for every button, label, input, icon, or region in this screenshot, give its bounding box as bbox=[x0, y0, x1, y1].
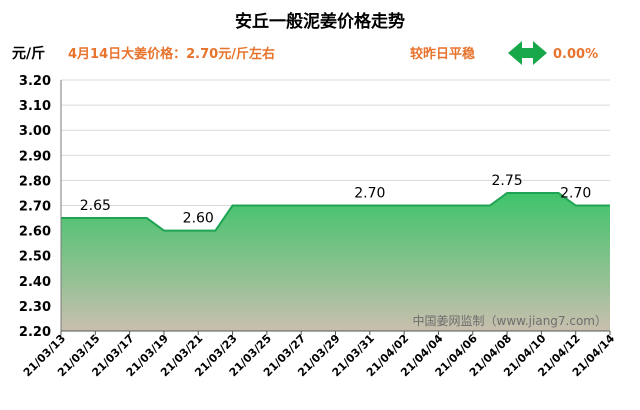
data-labels: 2.65 2.60 2.70 2.75 2.70 bbox=[80, 173, 592, 227]
y-tick-label: 3.00 bbox=[19, 124, 51, 139]
y-axis: 2.20 2.30 2.40 2.50 2.60 2.70 2.80 2.90 3.00 3.10… bbox=[19, 74, 62, 340]
price-summary: 4月14日大姜价格：2.70元/斤左右 bbox=[68, 46, 275, 62]
y-tick-label: 2.50 bbox=[19, 250, 51, 265]
y-unit-label: 元/斤 bbox=[12, 45, 45, 62]
y-tick-label: 2.70 bbox=[19, 200, 51, 215]
data-label: 2.60 bbox=[183, 211, 214, 227]
data-label: 2.65 bbox=[80, 198, 111, 214]
plot-area bbox=[61, 191, 610, 331]
left-right-arrow-icon bbox=[508, 41, 547, 65]
compare-label: 较昨日平稳 bbox=[410, 46, 475, 62]
y-tick-label: 2.20 bbox=[19, 325, 51, 340]
data-label: 2.70 bbox=[560, 186, 591, 202]
area-fill bbox=[61, 192, 610, 331]
data-label: 2.75 bbox=[491, 173, 522, 189]
price-series-line bbox=[61, 191, 610, 232]
y-tick-label: 2.40 bbox=[19, 275, 51, 290]
y-tick-label: 3.20 bbox=[19, 74, 51, 89]
data-label: 2.70 bbox=[354, 186, 385, 202]
x-axis: 21/03/1321/03/1521/03/1721/03/1921/03/21… bbox=[21, 330, 617, 379]
y-tick-label: 3.10 bbox=[19, 99, 51, 114]
y-tick-label: 2.60 bbox=[19, 225, 51, 240]
change-value: 0.00% bbox=[553, 47, 598, 62]
chart-title: 安丘一般泥姜价格走势 bbox=[235, 11, 405, 32]
y-tick-label: 2.80 bbox=[19, 174, 51, 189]
watermark: 中国姜网监制（www.jiang7.com） bbox=[413, 313, 607, 328]
y-tick-label: 2.30 bbox=[19, 300, 51, 315]
y-tick-label: 2.90 bbox=[19, 149, 51, 164]
